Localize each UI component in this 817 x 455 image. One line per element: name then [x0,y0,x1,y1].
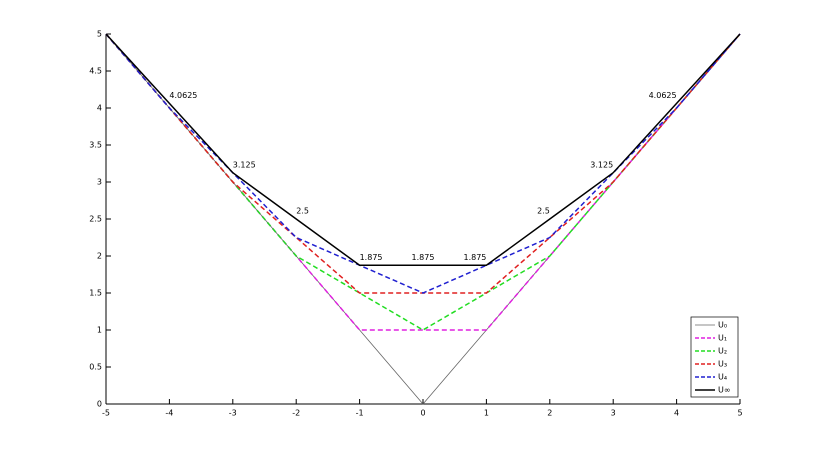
legend-label: U₁ [718,334,727,343]
data-label: 1.875 [412,253,435,262]
x-tick-label: -5 [102,409,110,418]
y-tick-label: 2 [97,252,102,261]
y-tick-label: 1.5 [89,289,102,298]
series-line [105,33,741,331]
x-tick-label: 1 [484,409,489,418]
y-tick-label: 2.5 [89,215,102,224]
data-label: 3.125 [590,160,613,169]
x-tick-label: 2 [547,409,552,418]
series-line [105,33,741,266]
legend-label: U₀ [718,321,727,330]
x-tick-label: -1 [356,409,364,418]
x-tick-label: 4 [674,409,679,418]
data-label: 2.5 [296,207,309,216]
x-tick-label: -2 [292,409,300,418]
series-line [105,33,741,405]
y-tick-label: 4.5 [89,67,102,76]
legend-label: U₄ [718,373,727,382]
legend-label: U∞ [718,386,731,395]
x-tick-label: -3 [229,409,237,418]
legend-label: U₃ [718,360,727,369]
data-label: 4.0625 [169,91,197,100]
y-tick-label: 3.5 [89,141,102,150]
data-label: 1.875 [463,253,486,262]
x-tick-label: 5 [737,409,742,418]
y-tick-label: 0 [97,400,102,409]
series-line [105,33,741,331]
y-tick-label: 3 [97,178,102,187]
x-tick-label: 0 [420,409,425,418]
data-label: 3.125 [233,160,256,169]
y-tick-label: 5 [97,30,102,39]
legend-box [690,316,739,398]
legend-label: U₂ [718,347,727,356]
x-tick-label: 3 [611,409,616,418]
data-label: 4.0625 [649,91,677,100]
series-line [105,33,741,294]
data-label: 2.5 [537,207,550,216]
y-tick-label: 4 [97,104,102,113]
y-tick-label: 0.5 [89,363,102,372]
y-tick-label: 1 [97,326,102,335]
data-label: 1.875 [360,253,383,262]
x-tick-label: -4 [165,409,173,418]
